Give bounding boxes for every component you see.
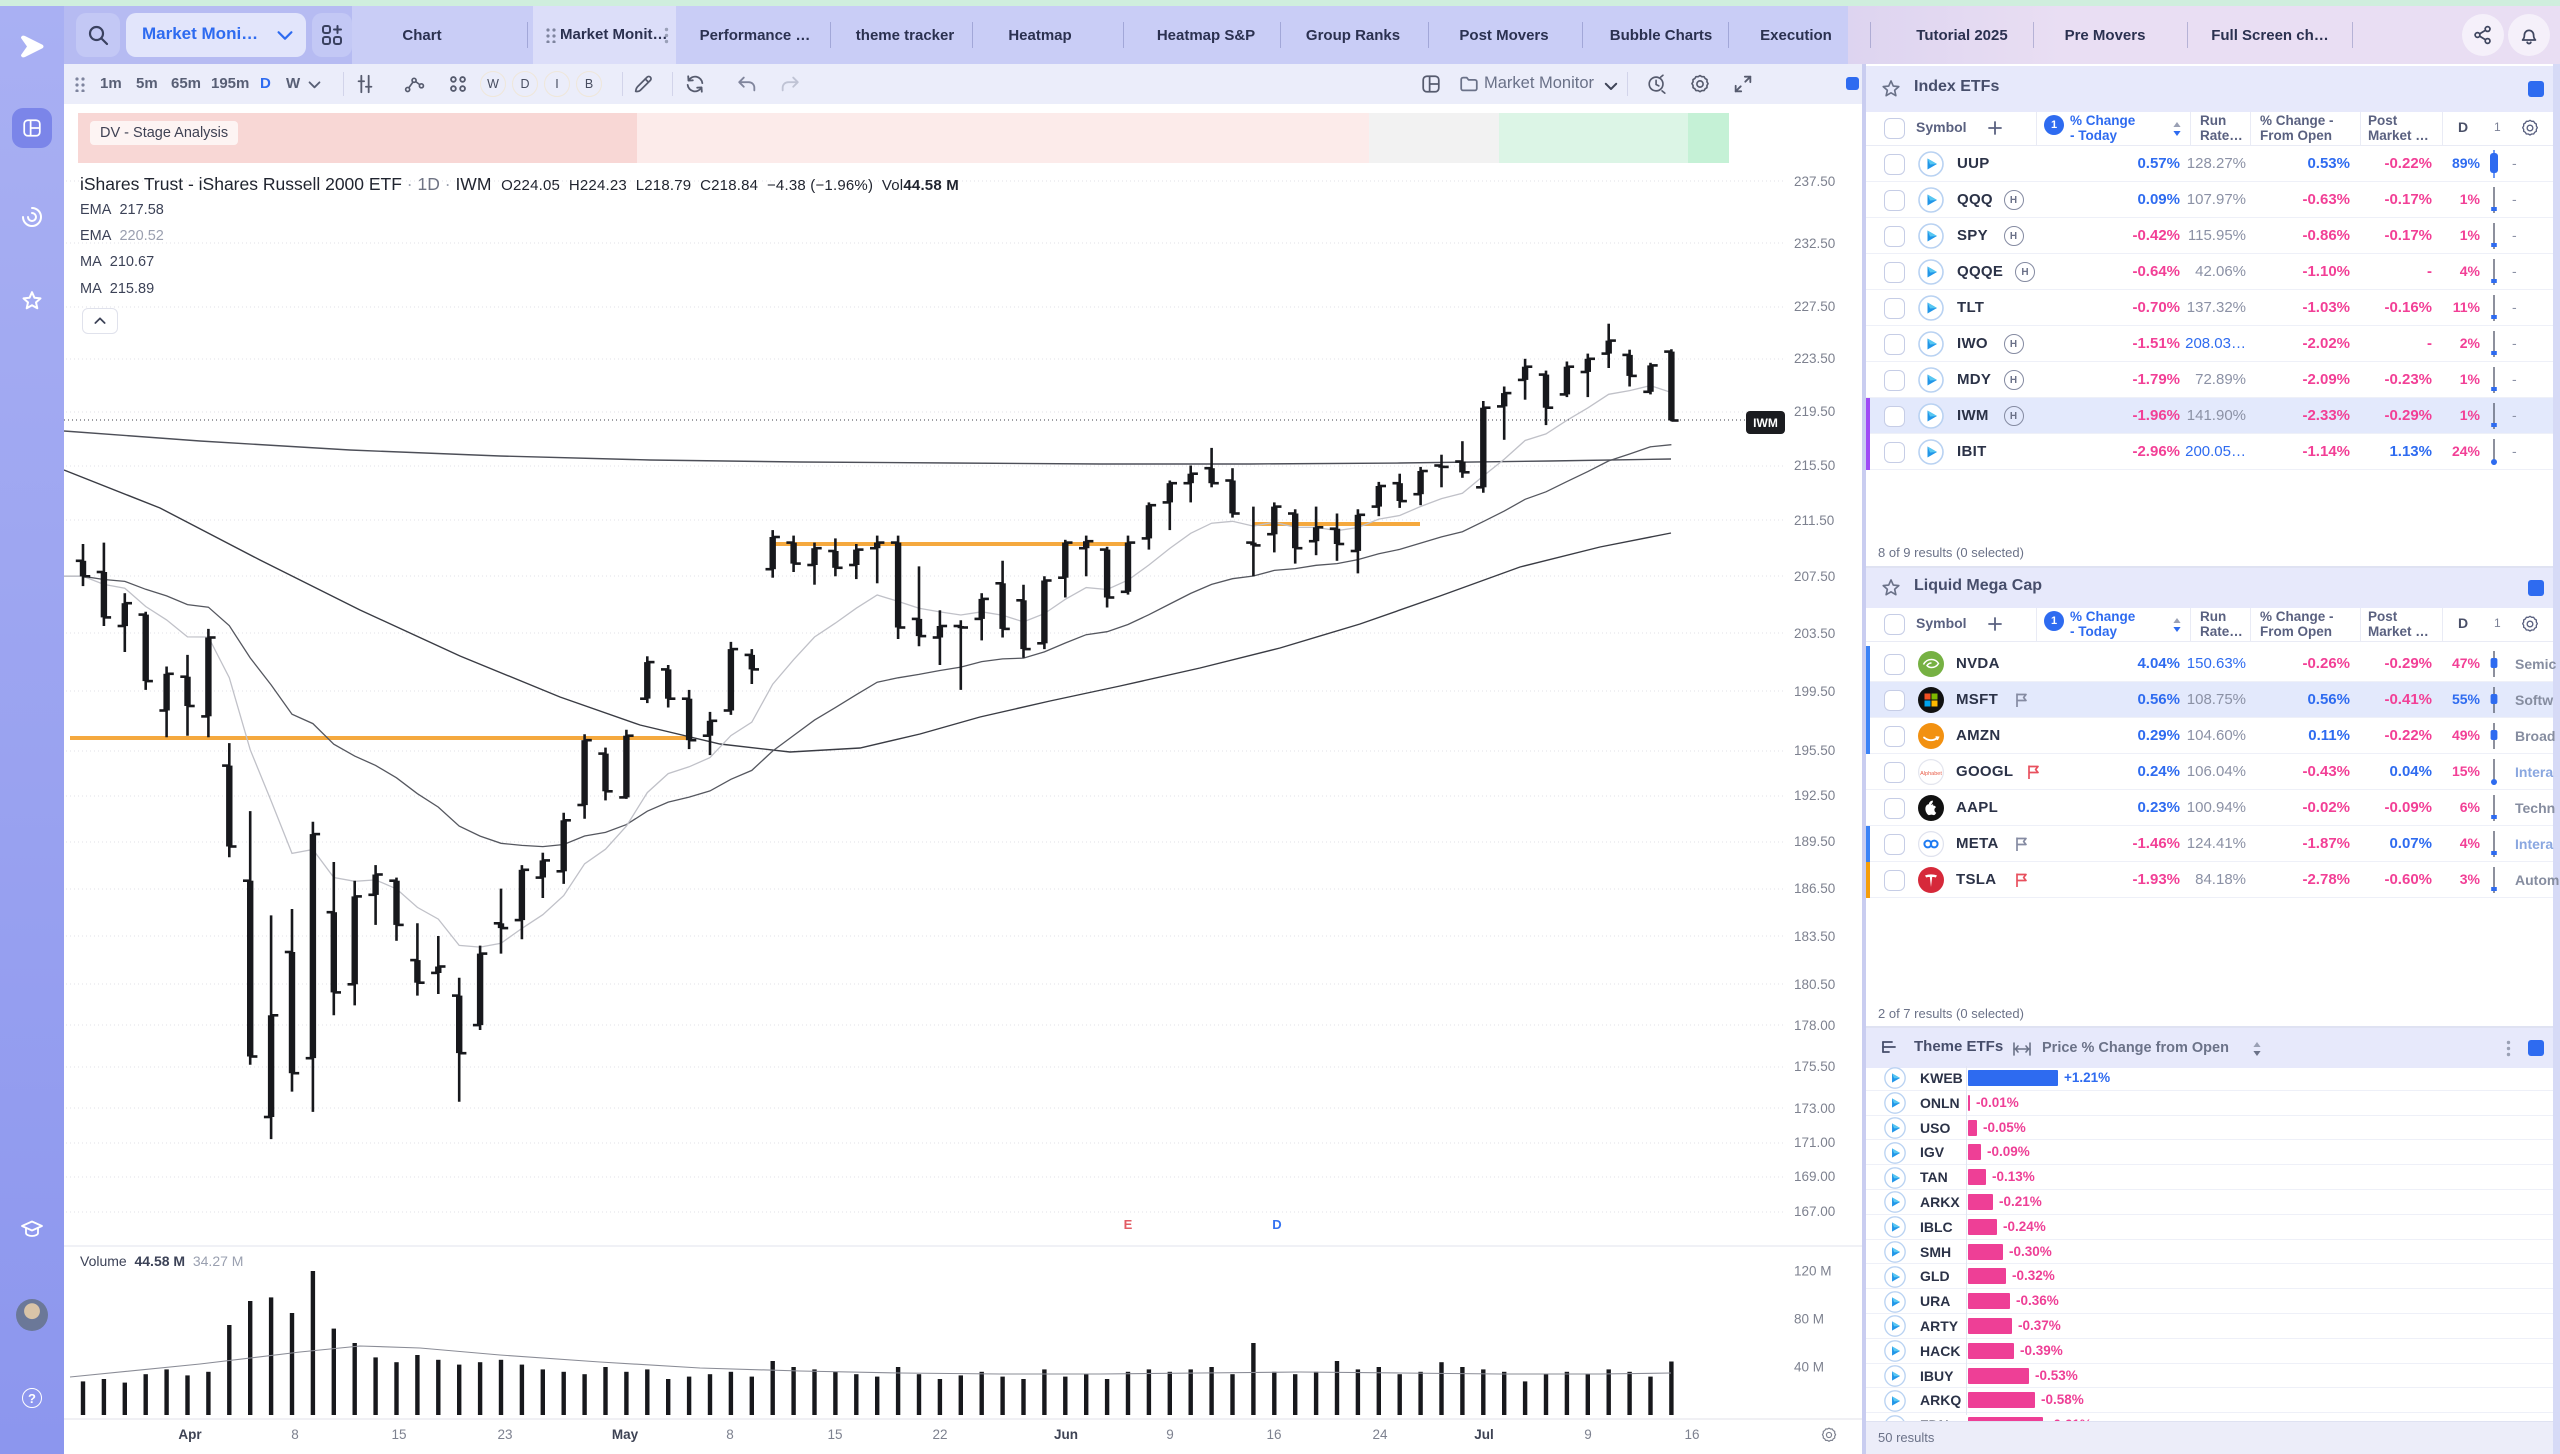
svg-text:237.50: 237.50 [1794, 174, 1835, 189]
svg-text:199.50: 199.50 [1794, 684, 1835, 699]
svg-text:169.00: 169.00 [1794, 1169, 1835, 1184]
svg-text:227.50: 227.50 [1794, 299, 1835, 314]
svg-text:120 M: 120 M [1794, 1264, 1832, 1279]
svg-text:15: 15 [827, 1427, 842, 1442]
svg-text:E: E [1124, 1217, 1133, 1232]
svg-text:178.00: 178.00 [1794, 1018, 1835, 1033]
svg-text:207.50: 207.50 [1794, 569, 1835, 584]
svg-text:16: 16 [1684, 1427, 1699, 1442]
svg-text:173.00: 173.00 [1794, 1101, 1835, 1116]
svg-text:180.50: 180.50 [1794, 977, 1835, 992]
svg-text:203.50: 203.50 [1794, 626, 1835, 641]
svg-text:22: 22 [932, 1427, 947, 1442]
svg-text:183.50: 183.50 [1794, 929, 1835, 944]
svg-text:232.50: 232.50 [1794, 236, 1835, 251]
svg-text:8: 8 [726, 1427, 734, 1442]
svg-text:24: 24 [1372, 1427, 1388, 1442]
svg-text:40 M: 40 M [1794, 1360, 1824, 1375]
svg-text:215.50: 215.50 [1794, 458, 1835, 473]
svg-text:211.50: 211.50 [1794, 513, 1834, 528]
svg-text:Jul: Jul [1474, 1427, 1494, 1442]
svg-text:Alphabet: Alphabet [1920, 771, 1942, 777]
svg-text:175.50: 175.50 [1794, 1059, 1835, 1074]
svg-text:195.50: 195.50 [1794, 743, 1835, 758]
svg-text:Jun: Jun [1054, 1427, 1078, 1442]
svg-text:189.50: 189.50 [1794, 834, 1835, 849]
svg-text:15: 15 [391, 1427, 406, 1442]
svg-text:219.50: 219.50 [1794, 404, 1835, 419]
svg-text:186.50: 186.50 [1794, 881, 1835, 896]
svg-text:D: D [1272, 1217, 1281, 1232]
svg-text:IWM: IWM [1753, 416, 1778, 430]
svg-text:171.00: 171.00 [1794, 1135, 1835, 1150]
svg-text:167.00: 167.00 [1794, 1204, 1835, 1219]
svg-text:16: 16 [1266, 1427, 1281, 1442]
svg-text:May: May [612, 1427, 639, 1442]
svg-text:9: 9 [1166, 1427, 1174, 1442]
svg-text:192.50: 192.50 [1794, 788, 1835, 803]
svg-text:223.50: 223.50 [1794, 351, 1835, 366]
svg-text:9: 9 [1584, 1427, 1592, 1442]
svg-text:8: 8 [291, 1427, 299, 1442]
svg-text:80 M: 80 M [1794, 1312, 1824, 1327]
svg-text:23: 23 [497, 1427, 512, 1442]
svg-text:Apr: Apr [178, 1427, 202, 1442]
